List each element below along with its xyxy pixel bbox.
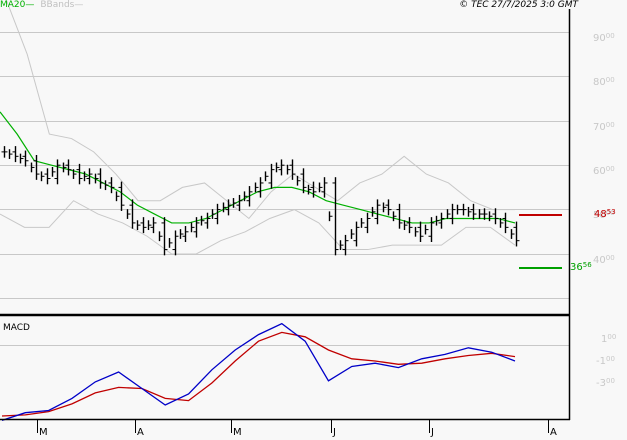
ma20-line: [0, 111, 516, 224]
legend: MA20— BBands—: [0, 0, 83, 11]
macd-axis-label-dec: 00: [605, 377, 615, 385]
macd-axis-label: -300: [596, 377, 615, 389]
x-axis-label: M: [233, 427, 242, 438]
price-axis-label-dec: 00: [605, 165, 615, 173]
price-axis-label: 7000: [593, 121, 615, 133]
price-axis-label: 6000: [593, 165, 615, 177]
macd-axis-label: -100: [596, 355, 615, 367]
macd-axis-label-int: 1: [601, 334, 608, 345]
support-label-dec: 56: [582, 261, 592, 269]
macd-axis-label-int: -3: [596, 378, 606, 389]
price-gridlines: [0, 32, 569, 346]
price-axis-label-int: 90: [593, 33, 606, 44]
resistance-label: 4853: [594, 208, 616, 220]
macd-axis-label-dec: 00: [605, 355, 615, 363]
copyright-timestamp: © TEC 27/7/2025 3:0 GMT: [459, 0, 578, 10]
price-axis-label: 5000: [593, 209, 615, 221]
price-axis-label-int: 80: [593, 77, 606, 88]
legend-bbands: BBands—: [40, 0, 84, 10]
legend-ma20-label: MA20: [0, 0, 26, 10]
price-axis-label-int: 60: [593, 166, 606, 177]
resistance-label-dec: 53: [606, 208, 616, 216]
price-axis-label-dec: 00: [605, 254, 615, 262]
legend-ma20: MA20—: [0, 0, 35, 10]
support-resistance-levels: [519, 214, 562, 269]
price-axis-label-int: 50: [593, 210, 606, 221]
price-axis-label-dec: 00: [605, 121, 615, 129]
macd-title: MACD: [3, 323, 30, 333]
support-label: 3656: [570, 261, 592, 273]
price-axis-label-dec: 00: [605, 32, 615, 40]
x-axis-label: J: [333, 427, 336, 438]
support-label-int: 36: [570, 262, 583, 273]
macd-axis-label: 100: [601, 333, 616, 345]
price-axis-label-dec: 00: [605, 76, 615, 84]
price-axis-label-int: 40: [593, 255, 606, 266]
x-axis-label: M: [39, 427, 48, 438]
bollinger-bands: [0, 0, 516, 255]
price-axis-label: 4000: [593, 254, 615, 266]
price-axis-label: 9000: [593, 32, 615, 44]
legend-bbands-label: BBands: [40, 0, 75, 10]
chart-frame: [0, 9, 571, 421]
macd-axis-label-dec: 00: [607, 333, 617, 341]
price-axis-label-dec: 00: [605, 209, 615, 217]
x-axis-label: A: [550, 427, 557, 438]
resistance-label-int: 48: [594, 209, 607, 220]
macd-lines: [1, 322, 516, 422]
x-axis-label: J: [431, 427, 434, 438]
x-axis-label: A: [137, 427, 144, 438]
macd-axis-label-int: -1: [596, 356, 606, 367]
price-axis-label-int: 70: [593, 122, 606, 133]
x-axis-ticks: [37, 420, 549, 433]
price-bars: [1, 146, 520, 256]
price-axis-label: 8000: [593, 76, 615, 88]
